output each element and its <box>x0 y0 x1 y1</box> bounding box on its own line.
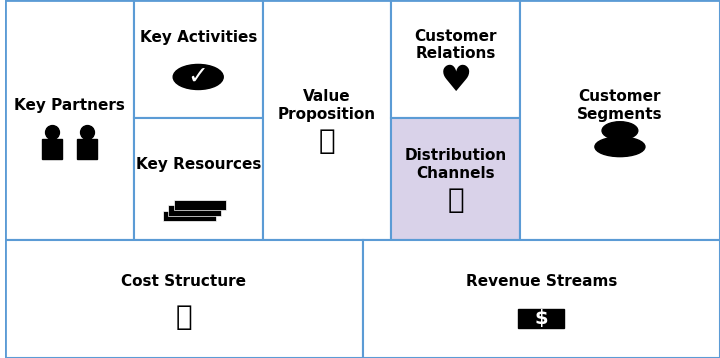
FancyBboxPatch shape <box>391 0 520 118</box>
FancyBboxPatch shape <box>168 205 221 216</box>
FancyBboxPatch shape <box>5 240 363 358</box>
Text: Key Resources: Key Resources <box>135 157 261 172</box>
Circle shape <box>602 122 638 140</box>
Text: $: $ <box>534 309 548 328</box>
Circle shape <box>174 64 223 90</box>
FancyBboxPatch shape <box>174 200 227 210</box>
Text: ♥: ♥ <box>439 64 472 97</box>
Text: Key Activities: Key Activities <box>140 30 257 45</box>
Text: Cost Structure: Cost Structure <box>122 274 246 289</box>
Text: Customer
Segments: Customer Segments <box>577 90 662 122</box>
FancyBboxPatch shape <box>134 118 263 240</box>
Text: Value
Proposition: Value Proposition <box>278 90 376 122</box>
FancyBboxPatch shape <box>518 309 564 328</box>
FancyBboxPatch shape <box>520 0 720 240</box>
FancyBboxPatch shape <box>263 0 391 240</box>
FancyBboxPatch shape <box>363 240 720 358</box>
Ellipse shape <box>595 137 645 157</box>
Text: 🏷: 🏷 <box>176 303 192 331</box>
Text: 🎁: 🎁 <box>318 127 336 155</box>
Text: Customer
Relations: Customer Relations <box>414 29 497 61</box>
FancyBboxPatch shape <box>163 211 216 221</box>
Text: Revenue Streams: Revenue Streams <box>466 274 617 289</box>
Text: Key Partners: Key Partners <box>14 98 125 113</box>
FancyBboxPatch shape <box>5 0 134 240</box>
FancyBboxPatch shape <box>391 118 520 240</box>
Text: 🚌: 🚌 <box>447 187 464 214</box>
Text: ✓: ✓ <box>188 65 209 89</box>
Text: Distribution
Channels: Distribution Channels <box>405 149 507 181</box>
FancyBboxPatch shape <box>134 0 263 118</box>
